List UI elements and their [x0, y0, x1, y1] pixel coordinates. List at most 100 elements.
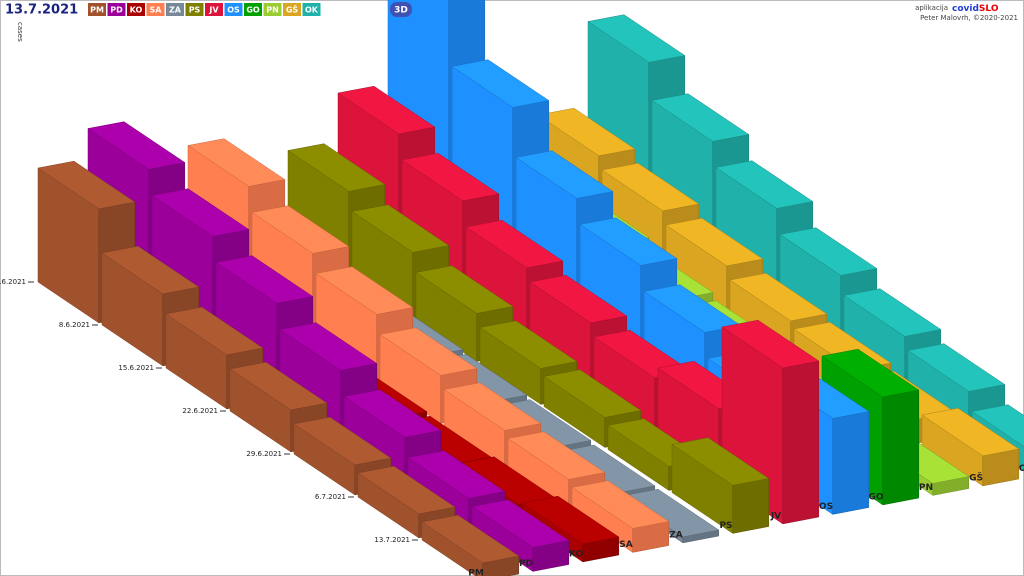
bar-front	[782, 360, 820, 525]
bar-top	[421, 514, 520, 564]
bar-front	[832, 411, 870, 515]
bar-top	[843, 288, 942, 337]
legend-swatch	[283, 3, 301, 16]
bar-top	[721, 319, 820, 369]
x-tick-label: 8.6.2021	[59, 321, 90, 329]
bar-top	[821, 348, 920, 398]
bar-top	[665, 217, 764, 267]
bar-top	[715, 160, 814, 209]
legend-swatch	[166, 3, 184, 16]
bar-front	[882, 389, 920, 506]
bar-top	[579, 217, 678, 266]
region-label: PS	[719, 521, 732, 531]
region-label: OS	[819, 502, 833, 512]
region-label: PD	[519, 559, 533, 569]
bar	[101, 245, 200, 367]
bar-top	[779, 227, 878, 276]
legend-swatch	[302, 3, 321, 16]
legend-swatch	[263, 3, 282, 16]
legend-label: PD	[110, 6, 123, 15]
bar-top	[907, 343, 1006, 392]
legend-label: PS	[189, 6, 201, 15]
bar-front	[732, 478, 770, 534]
legend-swatch	[224, 3, 243, 16]
region-label: PN	[919, 483, 933, 493]
bar-top	[671, 437, 770, 486]
chart-title: 13.7.2021	[5, 3, 78, 18]
x-tick-label: 22.6.2021	[182, 407, 218, 415]
legend-label: SA	[150, 6, 163, 15]
region-label: GŠ	[969, 472, 983, 484]
legend-label: KO	[130, 6, 143, 15]
bar-top	[401, 152, 500, 202]
app-name-1: covid	[952, 4, 979, 14]
bar-top	[37, 160, 136, 210]
bar-top	[187, 138, 286, 187]
bar-top	[337, 85, 436, 135]
region-label: ZA	[669, 531, 683, 541]
legend-label: PN	[266, 6, 279, 15]
legend-label: GO	[246, 6, 260, 15]
bar-top	[921, 407, 1020, 457]
bar-top	[529, 274, 628, 324]
bar-top	[537, 107, 636, 157]
bar-top	[293, 416, 392, 466]
bar-top	[415, 265, 514, 314]
app-name: covidSLO	[952, 4, 999, 14]
bar-top	[287, 143, 386, 192]
bar-top	[587, 14, 686, 63]
bar	[671, 437, 770, 534]
region-label: PM	[468, 569, 484, 576]
legend-swatch	[205, 3, 223, 16]
bar-top	[229, 361, 328, 411]
legend-swatch	[185, 3, 204, 16]
bar-top	[101, 245, 200, 295]
x-tick-label: 13.7.2021	[374, 536, 410, 544]
bar-top	[379, 327, 478, 376]
bar-top	[465, 219, 564, 269]
legend-swatch	[146, 3, 165, 16]
mode-button[interactable]	[390, 2, 412, 17]
bar-top	[571, 480, 670, 529]
bar-top	[407, 450, 506, 499]
bar-top	[343, 389, 442, 438]
bar-top	[315, 266, 414, 315]
legend-swatch	[244, 3, 262, 16]
bar	[379, 327, 478, 424]
bar-top	[279, 322, 378, 371]
legend-label: PM	[90, 6, 104, 15]
region-label: GO	[868, 493, 883, 503]
legend-label: JV	[208, 6, 219, 15]
legend-label: GŠ	[286, 4, 299, 15]
bar	[921, 407, 1020, 487]
bar-top	[729, 272, 828, 322]
bar-top	[521, 495, 620, 545]
bar-top	[651, 93, 750, 142]
bar-top	[351, 204, 450, 253]
legend-label: OK	[305, 6, 319, 15]
bar-top	[515, 150, 614, 199]
legend-swatch	[88, 3, 106, 16]
legend-label: ZA	[169, 6, 182, 15]
bars	[37, 0, 1024, 576]
bar-top	[451, 59, 550, 108]
x-tick-label: 6.7.2021	[315, 493, 346, 501]
region-label: JV	[770, 512, 781, 522]
author: Peter Malovrh, ©2020-2021	[920, 14, 1018, 22]
bar-top	[479, 320, 578, 369]
region-label: OK	[1019, 464, 1024, 474]
x-tick-label: 29.6.2021	[246, 450, 282, 458]
bar-top	[87, 121, 186, 170]
bar-top	[357, 465, 456, 515]
mode-button-label[interactable]: 3D	[394, 6, 408, 16]
z-axis-label: cases	[16, 22, 24, 42]
app-label: aplikacija	[915, 4, 948, 12]
bar-top	[443, 382, 542, 431]
region-label: SA	[619, 540, 632, 550]
bar	[421, 514, 520, 576]
bar-top	[151, 188, 250, 237]
bar-top	[471, 499, 570, 548]
x-tick-label: 15.6.2021	[118, 364, 154, 372]
